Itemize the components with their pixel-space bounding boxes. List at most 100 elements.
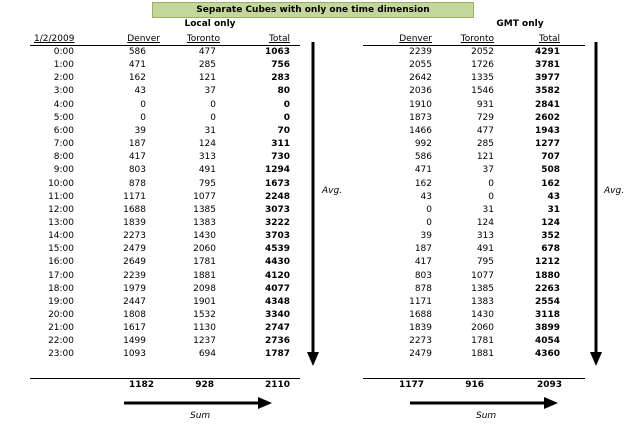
local-cell-toronto: 1781 <box>193 257 216 268</box>
local-cell-hour: 2:00 <box>53 73 74 84</box>
local-cell-denver: 1171 <box>123 191 146 202</box>
local-cell-hour: 15:00 <box>48 244 74 255</box>
local-cell-hour: 10:00 <box>48 178 74 189</box>
gmt-cell-denver: 2055 <box>409 60 432 71</box>
gmt-cell-denver: 0 <box>426 217 432 228</box>
local-cell-toronto: 2060 <box>193 244 216 255</box>
gmt-cell-denver: 878 <box>414 283 432 294</box>
gmt-avg-label: Avg. <box>604 186 625 196</box>
local-cell-hour: 20:00 <box>48 310 74 320</box>
local-cell-total: 2747 <box>264 323 290 334</box>
local-cell-hour: 7:00 <box>53 139 74 150</box>
gmt-cell-total: 1277 <box>534 139 560 150</box>
local-cell-hour: 19:00 <box>48 296 74 307</box>
gmt-cell-toronto: 1385 <box>471 283 494 294</box>
gmt-cell-toronto: 313 <box>476 231 494 242</box>
local-cell-toronto: 0 <box>210 112 216 123</box>
gmt-cell-denver: 1688 <box>409 310 432 320</box>
local-cell-denver: 39 <box>134 125 146 136</box>
gmt-cell-toronto: 285 <box>476 139 494 150</box>
local-cell-denver: 471 <box>128 60 146 71</box>
gmt-cell-total: 43 <box>547 191 560 202</box>
local-cell-toronto: 1430 <box>193 231 216 242</box>
local-cell-denver: 803 <box>128 165 146 176</box>
gmt-cell-denver: 1171 <box>409 296 432 307</box>
local-header-rule <box>30 45 300 46</box>
local-cell-denver: 2239 <box>123 270 146 281</box>
gmt-cell-denver: 187 <box>414 244 432 255</box>
local-cell-toronto: 1385 <box>193 204 216 215</box>
gmt-cell-total: 162 <box>541 178 560 189</box>
gmt-cell-toronto: 491 <box>476 244 494 255</box>
gmt-sum-arrow-icon <box>410 397 558 409</box>
local-cell-total: 80 <box>277 86 290 97</box>
local-cell-total: 2248 <box>264 191 290 202</box>
local-cell-denver: 1839 <box>123 217 146 228</box>
local-cell-toronto: 1532 <box>193 310 216 320</box>
gmt-header-rule <box>363 45 585 46</box>
gmt-cell-toronto: 1546 <box>471 86 494 97</box>
gmt-cell-toronto: 1781 <box>471 336 494 347</box>
local-cell-toronto: 124 <box>198 139 216 150</box>
local-heading: Local only <box>184 19 236 29</box>
local-sum-arrow-icon <box>124 397 272 409</box>
gmt-cell-toronto: 0 <box>488 191 494 202</box>
local-cell-toronto: 121 <box>198 73 216 84</box>
local-cell-hour: 5:00 <box>53 112 74 123</box>
gmt-cell-total: 678 <box>541 244 560 255</box>
gmt-cell-denver: 1910 <box>409 99 432 110</box>
gmt-cell-total: 3899 <box>534 323 560 334</box>
report-title: Separate Cubes with only one time dimens… <box>152 2 474 18</box>
gmt-cell-denver: 2642 <box>409 73 432 84</box>
local-cell-hour: 12:00 <box>48 204 74 215</box>
local-cell-total: 1063 <box>264 47 290 57</box>
gmt-cell-toronto: 931 <box>476 99 494 110</box>
gmt-avg-arrow-icon <box>590 42 602 366</box>
gmt-col-denver: Denver <box>399 34 432 44</box>
gmt-cell-toronto: 1383 <box>471 296 494 307</box>
local-cell-toronto: 1901 <box>193 296 216 307</box>
local-cell-denver: 1688 <box>123 204 146 215</box>
gmt-cell-denver: 39 <box>420 231 432 242</box>
gmt-cell-denver: 471 <box>414 165 432 176</box>
local-total-rule <box>30 378 300 379</box>
gmt-cell-denver: 2036 <box>409 86 432 97</box>
local-cell-denver: 43 <box>134 86 146 97</box>
gmt-cell-toronto: 477 <box>476 125 494 136</box>
local-col-denver: Denver <box>127 34 160 44</box>
local-cell-toronto: 1130 <box>193 323 216 334</box>
gmt-cell-total: 31 <box>547 204 560 215</box>
local-cell-total: 0 <box>283 99 290 110</box>
gmt-cell-total: 508 <box>541 165 560 176</box>
gmt-total-toronto: 916 <box>465 380 484 390</box>
local-cell-toronto: 694 <box>198 349 216 360</box>
gmt-cell-toronto: 121 <box>476 152 494 163</box>
local-cell-total: 3703 <box>264 231 290 242</box>
gmt-cell-total: 4291 <box>534 47 560 57</box>
local-cell-denver: 1093 <box>123 349 146 360</box>
local-cell-total: 4539 <box>264 244 290 255</box>
local-cell-hour: 4:00 <box>53 99 74 110</box>
gmt-cell-denver: 1466 <box>409 125 432 136</box>
gmt-cell-total: 4360 <box>534 349 560 360</box>
gmt-cell-toronto: 1430 <box>471 310 494 320</box>
gmt-cell-total: 352 <box>541 231 560 242</box>
local-cell-total: 1294 <box>264 165 290 176</box>
local-cell-denver: 1617 <box>123 323 146 334</box>
local-cell-total: 2736 <box>264 336 290 347</box>
local-cell-hour: 3:00 <box>53 86 74 97</box>
local-sum-label: Sum <box>190 411 211 421</box>
local-cell-denver: 0 <box>140 112 146 123</box>
gmt-cell-total: 3118 <box>534 310 560 320</box>
local-cell-hour: 22:00 <box>48 336 74 347</box>
gmt-cell-denver: 992 <box>414 139 432 150</box>
local-cell-hour: 23:00 <box>48 349 74 360</box>
local-cell-denver: 2479 <box>123 244 146 255</box>
date-label: 1/2/2009 <box>34 34 75 44</box>
local-cell-total: 756 <box>271 60 290 71</box>
local-cell-denver: 187 <box>128 139 146 150</box>
gmt-sum-label: Sum <box>476 411 497 421</box>
local-cell-toronto: 285 <box>198 60 216 71</box>
local-cell-toronto: 1237 <box>193 336 216 347</box>
local-cell-toronto: 795 <box>198 178 216 189</box>
